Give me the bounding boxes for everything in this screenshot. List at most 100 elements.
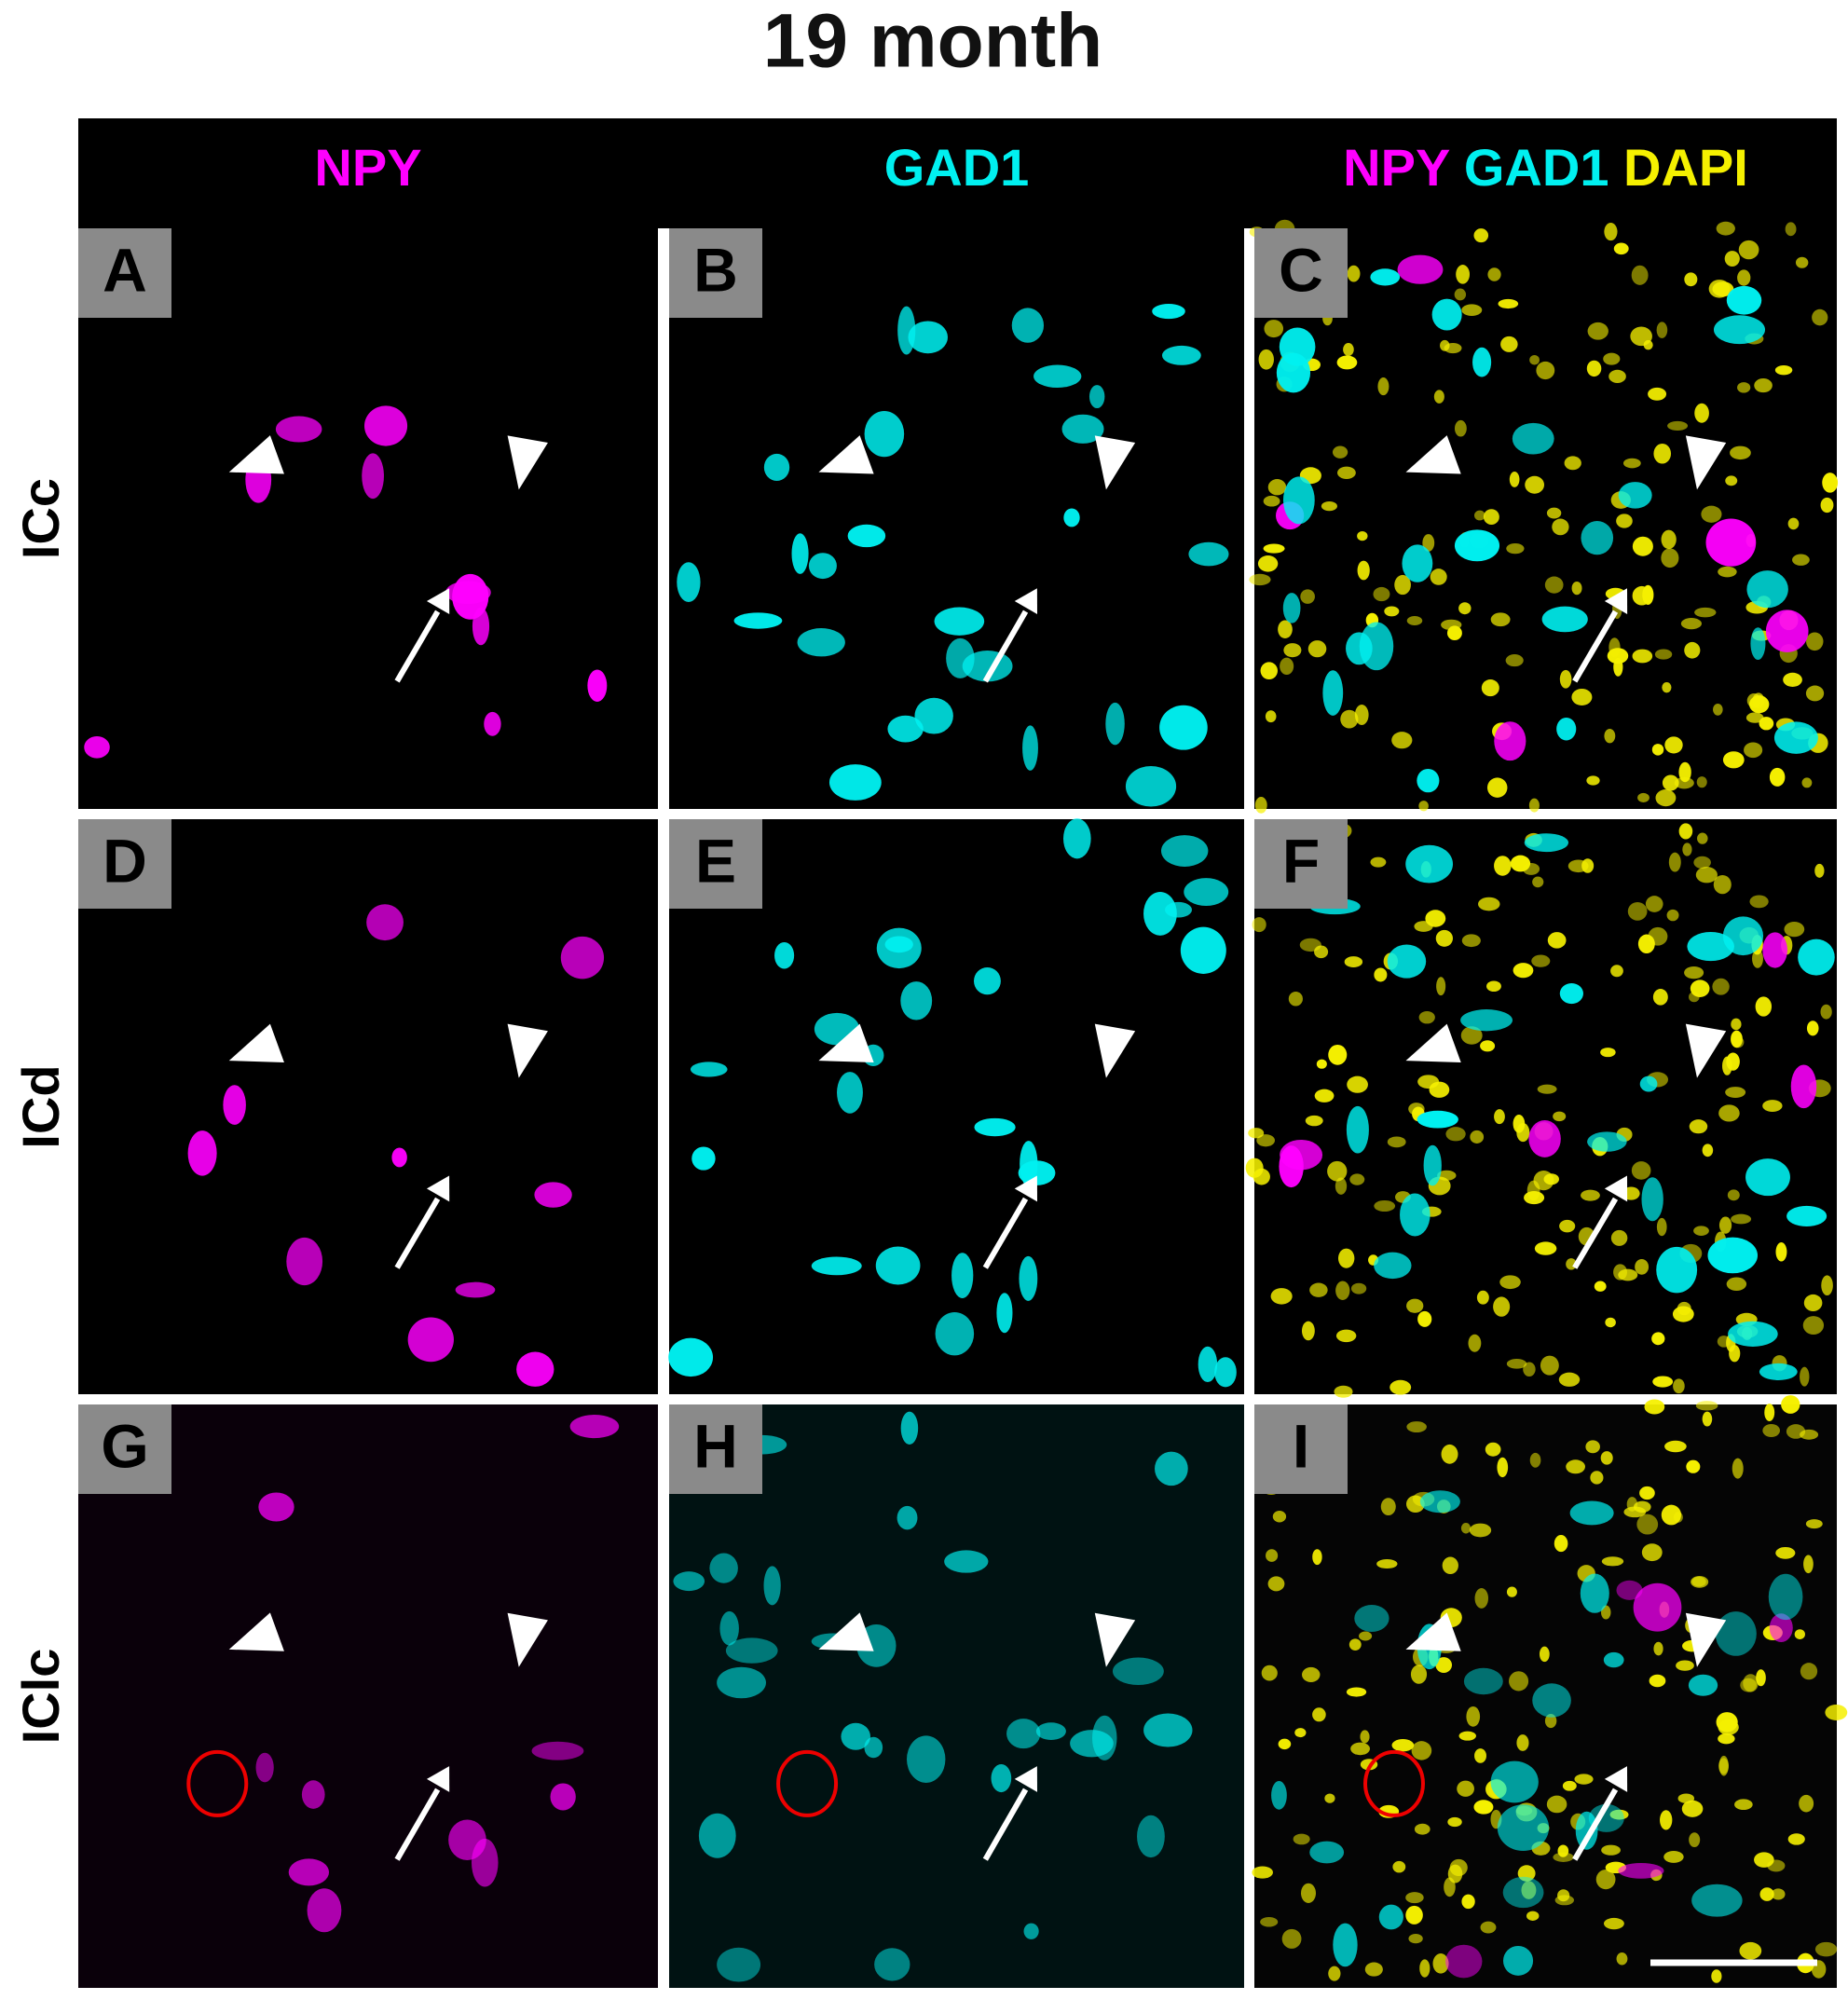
cell (1402, 544, 1433, 582)
nucleus (1433, 390, 1444, 404)
nucleus (1532, 876, 1544, 888)
cell (534, 1182, 572, 1208)
nucleus (1461, 1894, 1475, 1910)
cell (1063, 508, 1080, 527)
nucleus (1718, 1758, 1729, 1774)
nucleus (1774, 364, 1793, 376)
nucleus (1643, 339, 1653, 350)
nucleus (1537, 1084, 1557, 1094)
cell (1656, 1246, 1698, 1294)
nucleus (1417, 1310, 1432, 1327)
nucleus (1664, 1440, 1687, 1453)
nucleus (1314, 945, 1329, 959)
nucleus (1641, 1543, 1663, 1562)
nucleus (1536, 361, 1555, 380)
cell (668, 1337, 714, 1377)
cell (363, 405, 408, 446)
cell (1159, 705, 1208, 750)
separator (78, 809, 1837, 819)
nucleus (1544, 1714, 1557, 1729)
nucleus (1713, 874, 1732, 895)
nucleus (1586, 775, 1600, 786)
nucleus (1261, 1664, 1278, 1681)
nucleus (1260, 662, 1278, 680)
cell (1105, 702, 1125, 746)
panel-letter-box (669, 819, 762, 909)
nucleus (1564, 456, 1581, 471)
nucleus (1446, 625, 1462, 640)
nucleus (1529, 355, 1540, 365)
nucleus (1314, 1089, 1335, 1103)
nucleus (1600, 1048, 1616, 1058)
cell (1062, 818, 1091, 859)
nucleus (1678, 761, 1691, 783)
nucleus (1595, 1869, 1616, 1890)
nucleus (1485, 1442, 1501, 1457)
nucleus (1814, 863, 1825, 878)
nucleus (1456, 265, 1471, 284)
nucleus (1405, 1905, 1423, 1925)
nucleus (1622, 458, 1641, 469)
nucleus (1803, 1294, 1823, 1312)
nucleus (1522, 862, 1540, 875)
nucleus (1347, 1075, 1368, 1093)
cell (690, 1062, 728, 1077)
cell (1460, 1009, 1513, 1032)
cell (973, 967, 1001, 995)
nucleus (1258, 349, 1274, 370)
cell (1070, 1730, 1114, 1758)
cell (1022, 725, 1038, 771)
nucleus (1406, 1421, 1427, 1433)
nucleus (1293, 1833, 1310, 1845)
nucleus (1524, 1191, 1545, 1205)
nucleus (1442, 1556, 1458, 1575)
nucleus (1668, 852, 1681, 872)
arrow-tip (1604, 1766, 1628, 1792)
nucleus (1775, 1242, 1787, 1262)
nucleus (1718, 1104, 1740, 1122)
nucleus (1373, 586, 1390, 602)
arrow-shaft (982, 1197, 1029, 1269)
arrow-tip (1604, 588, 1628, 615)
nucleus (1476, 1290, 1489, 1305)
cell (1762, 932, 1787, 968)
cell (1705, 518, 1757, 567)
nucleus (1483, 509, 1499, 526)
cell (1011, 308, 1045, 343)
nucleus (1725, 1087, 1746, 1098)
cell (550, 1783, 576, 1811)
cell (791, 533, 809, 574)
nucleus (1787, 517, 1800, 530)
nucleus (1574, 1774, 1594, 1785)
nucleus (1767, 1859, 1786, 1872)
arrowhead (228, 1612, 284, 1651)
nucleus (1454, 419, 1467, 437)
nucleus (1357, 560, 1370, 581)
nucleus (1328, 1966, 1341, 1981)
panel-letter-box (78, 1404, 171, 1494)
nucleus (1712, 281, 1734, 297)
nucleus (1806, 632, 1824, 651)
cell (1006, 1719, 1041, 1749)
nucleus (1264, 320, 1284, 338)
panel-letter-box (1254, 228, 1348, 318)
arrow-tip (426, 1766, 450, 1792)
cell (1023, 1923, 1039, 1939)
nucleus (1821, 1275, 1833, 1296)
arrowhead (1094, 1612, 1136, 1667)
cell (1405, 844, 1454, 884)
panel-letter: C (1279, 235, 1323, 304)
nucleus (1718, 1719, 1739, 1735)
nucleus (1392, 1860, 1406, 1873)
cell (897, 1505, 918, 1530)
nucleus (1642, 584, 1654, 605)
cell (1528, 1120, 1561, 1158)
nucleus (1637, 792, 1650, 802)
nucleus (1278, 620, 1293, 639)
nucleus (1444, 1877, 1456, 1897)
nucleus (1546, 507, 1562, 519)
cell (1688, 1674, 1718, 1696)
nucleus (1802, 1316, 1825, 1335)
nucleus (1631, 1161, 1651, 1180)
